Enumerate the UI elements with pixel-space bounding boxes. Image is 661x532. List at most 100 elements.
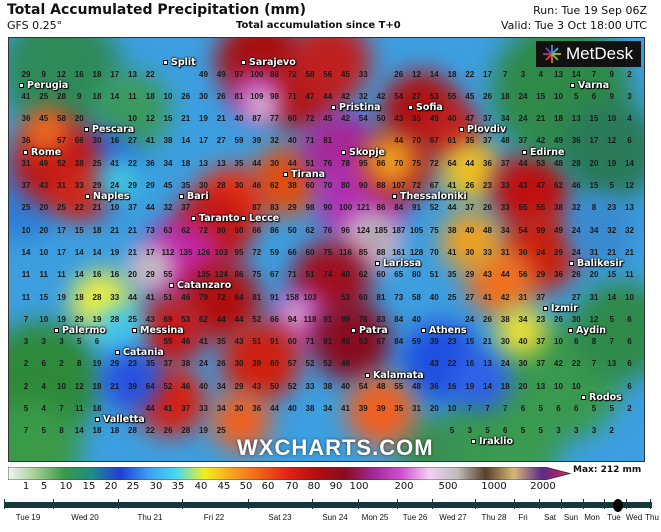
grid-value: 40	[341, 270, 350, 280]
grid-value: 14	[483, 381, 492, 391]
city-label: Iraklio	[471, 436, 513, 447]
grid-value: 16	[110, 136, 120, 146]
grid-value: 47	[305, 91, 315, 101]
grid-value: 10	[571, 381, 581, 391]
grid-value: 23	[128, 359, 137, 369]
grid-value: 7	[59, 404, 64, 413]
grid-value: 28	[110, 314, 120, 324]
color-scale-label: 70	[285, 481, 299, 492]
city-label: Izmir	[543, 303, 578, 314]
grid-value: 38	[181, 359, 191, 369]
grid-value: 81	[234, 91, 244, 101]
timeline-day-label[interactable]: Thu 21	[137, 513, 163, 522]
grid-value: 18	[92, 69, 102, 79]
grid-value: 30	[518, 359, 528, 369]
grid-value: 29	[92, 181, 102, 190]
grid-value: 51	[305, 270, 315, 280]
grid-value: 35	[412, 114, 421, 124]
grid-value: 55	[447, 91, 457, 101]
grid-value: 32	[571, 203, 581, 213]
grid-value: 55	[536, 203, 546, 213]
grid-value: 21	[216, 114, 226, 124]
grid-value: 48	[412, 381, 421, 391]
grid-value: 13	[571, 114, 581, 124]
grid-value: 96	[341, 225, 350, 235]
grid-value: 6	[41, 359, 46, 369]
grid-value: 11	[625, 270, 634, 280]
timeline-day-label[interactable]: Wed	[625, 513, 643, 522]
grid-value: 13	[607, 359, 617, 369]
grid-value: 34	[518, 314, 528, 324]
timeline-day-label[interactable]: Tue 26	[402, 513, 428, 522]
timeline-bar[interactable]	[4, 502, 652, 508]
grid-value: 29	[554, 247, 563, 257]
grid-value: 8	[59, 426, 64, 436]
grid-value: 72	[199, 225, 208, 235]
timeline-day-label[interactable]: Fri	[518, 513, 528, 522]
grid-value: 5	[609, 314, 614, 324]
grid-value: 84	[394, 314, 404, 324]
grid-value: 26	[216, 359, 226, 369]
timeline-tick	[118, 499, 119, 509]
grid-value: 21	[92, 203, 102, 213]
grid-value: 6	[574, 337, 579, 347]
watermark: WXCHARTS.COM	[237, 435, 434, 460]
city-label: Patra	[351, 325, 388, 336]
grid-value: 43	[145, 314, 155, 324]
timeline-day-label[interactable]: Sat	[543, 513, 557, 522]
color-scale-label: 1000	[481, 481, 507, 492]
grid-value: 62	[358, 270, 368, 280]
city-label: Thessaloniki	[392, 191, 467, 202]
grid-value: 27	[216, 136, 226, 146]
grid-value: 83	[270, 203, 279, 213]
grid-value: 33	[500, 203, 510, 213]
color-scale-label: 1	[22, 481, 30, 492]
precipitation-map: 29 9 12 16 18 17 13 22 49 49 97 100 88 72 58 56 45 33 26 12…	[8, 37, 645, 462]
timeline-day-label[interactable]: Mon	[584, 513, 600, 522]
timeline-day-label[interactable]: Tue	[607, 513, 621, 522]
timeline-day-label[interactable]: Sat 23	[268, 513, 292, 522]
grid-value: 20	[74, 114, 84, 124]
grid-value: 29	[145, 181, 155, 190]
timeline-day-label[interactable]: Wed 27	[439, 513, 467, 522]
timeline-day-label[interactable]: Wed 20	[71, 513, 99, 522]
grid-value: 8	[591, 337, 597, 347]
grid-value: 18	[181, 158, 191, 168]
grid-value: 14	[625, 158, 634, 168]
grid-value: 30	[199, 91, 208, 101]
timeline-tick	[561, 499, 562, 509]
grid-value: 7	[23, 426, 29, 436]
grid-value: 51	[305, 158, 315, 168]
grid-value: 31	[518, 292, 528, 302]
timeline-day-label[interactable]: Thu	[645, 513, 659, 522]
grid-value: 41	[145, 136, 155, 146]
grid-value: 22	[465, 69, 475, 79]
grid-value: 6	[556, 404, 561, 413]
grid-value: 11	[39, 270, 48, 280]
timeline-tick	[397, 499, 398, 509]
grid-value: 32	[163, 203, 173, 213]
grid-value: 72	[216, 292, 226, 302]
grid-value: 50	[270, 381, 279, 391]
timeline-day-label[interactable]: Thu 28	[481, 513, 507, 522]
timeline-day-label[interactable]: Fri 22	[203, 513, 225, 522]
grid-value: 51	[429, 270, 439, 280]
timeline-day-label[interactable]: Sun	[563, 513, 579, 522]
grid-value: 52	[429, 203, 439, 213]
grid-value: 109	[250, 91, 264, 101]
timeline-day-label[interactable]: Mon 25	[361, 513, 389, 522]
grid-value: 44	[145, 203, 155, 213]
timeline-slider-handle[interactable]	[613, 499, 623, 512]
timeline-day-label[interactable]: Tue 19	[15, 513, 41, 522]
timeline-tick	[312, 499, 313, 509]
grid-value: 10	[554, 91, 563, 101]
timeline-day-label[interactable]: Sun 24	[322, 513, 348, 522]
grid-value: 10	[163, 91, 173, 101]
grid-value: 12	[74, 381, 84, 391]
color-scale-label: 80	[307, 481, 321, 492]
grid-value: 42	[341, 114, 350, 124]
timeline-tick	[539, 499, 540, 509]
grid-value: 37	[518, 136, 528, 146]
grid-value: 24	[571, 247, 581, 257]
grid-value: 95	[234, 247, 244, 257]
